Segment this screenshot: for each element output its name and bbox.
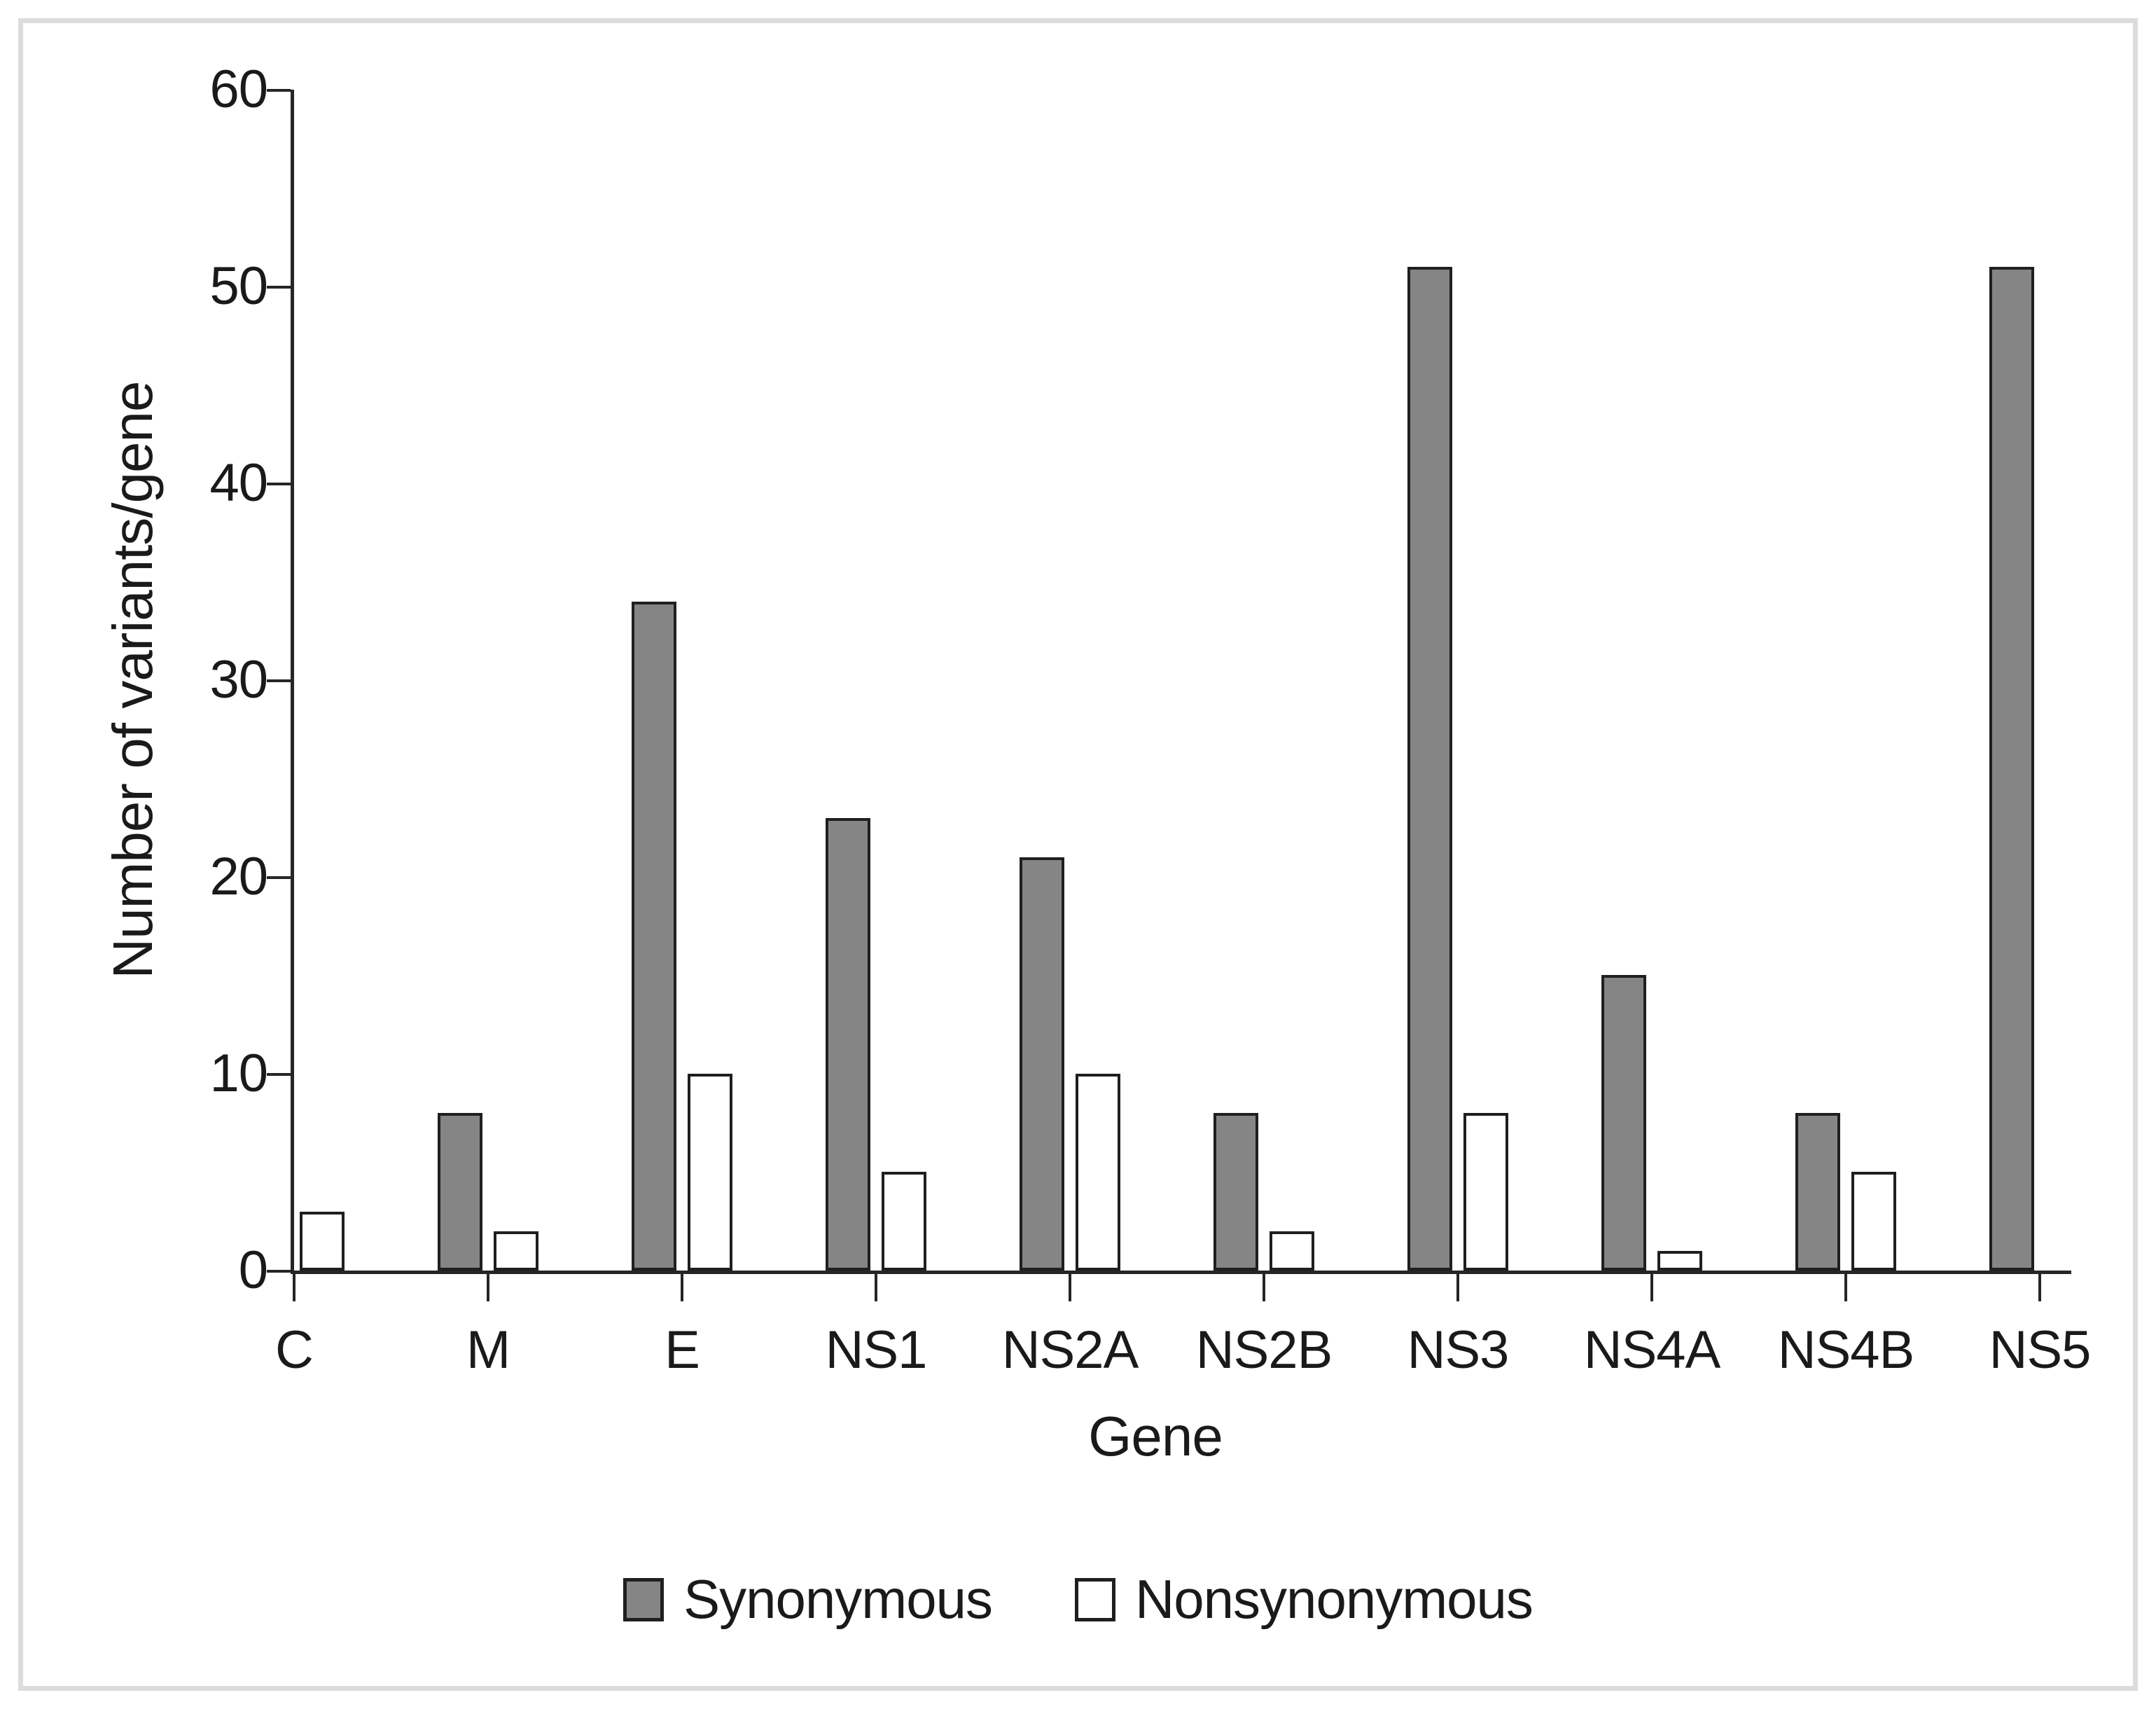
bar-nonsynonymous-NS2A — [1076, 1074, 1120, 1271]
legend-item-nonsynonymous: Nonsynonymous — [1074, 1568, 1533, 1631]
x-axis-title: Gene — [1088, 1405, 1223, 1467]
y-tick-label: 50 — [209, 256, 268, 316]
x-tick — [1844, 1271, 1847, 1301]
bar-nonsynonymous-NS3 — [1463, 1113, 1508, 1271]
y-tick-label: 60 — [209, 60, 268, 119]
x-category-label: M — [466, 1320, 510, 1380]
bar-synonymous-NS4A — [1601, 975, 1646, 1271]
x-category-label: NS5 — [1989, 1320, 2092, 1380]
x-tick — [487, 1271, 489, 1301]
x-axis-line — [291, 1271, 2071, 1274]
bar-synonymous-NS5 — [1989, 267, 2034, 1271]
x-category-label: NS3 — [1407, 1320, 1510, 1380]
y-tick — [267, 483, 291, 485]
x-category-label: NS4B — [1777, 1320, 1915, 1380]
legend-swatch-synonymous — [623, 1577, 665, 1621]
y-tick — [267, 1073, 291, 1076]
y-tick-label: 40 — [209, 453, 268, 513]
bar-synonymous-NS1 — [826, 818, 870, 1271]
bar-synonymous-M — [438, 1113, 482, 1271]
y-tick — [267, 876, 291, 879]
x-tick — [293, 1271, 295, 1301]
bar-synonymous-NS3 — [1407, 267, 1452, 1271]
y-tick — [267, 1270, 291, 1273]
x-tick — [2038, 1271, 2041, 1301]
x-tick — [875, 1271, 877, 1301]
bar-nonsynonymous-NS1 — [882, 1172, 926, 1271]
y-axis-line — [291, 90, 294, 1274]
legend-item-synonymous: Synonymous — [623, 1568, 993, 1631]
y-tick — [267, 679, 291, 682]
bar-nonsynonymous-E — [688, 1074, 732, 1271]
x-category-label: NS2A — [1001, 1320, 1139, 1380]
legend-label-synonymous: Synonymous — [683, 1568, 993, 1630]
bar-synonymous-NS4B — [1795, 1113, 1840, 1271]
x-tick — [1069, 1271, 1071, 1301]
x-category-label: E — [665, 1320, 700, 1380]
x-category-label: NS4A — [1583, 1320, 1721, 1380]
y-tick-label: 0 — [238, 1240, 268, 1300]
x-tick — [1456, 1271, 1459, 1301]
y-axis-title: Number of variants/gene — [102, 381, 164, 979]
x-tick — [1650, 1271, 1653, 1301]
bar-nonsynonymous-NS4A — [1657, 1251, 1702, 1271]
bar-synonymous-E — [632, 602, 676, 1271]
bar-nonsynonymous-NS4B — [1851, 1172, 1896, 1271]
bar-synonymous-NS2A — [1020, 857, 1064, 1271]
legend-swatch-nonsynonymous — [1074, 1577, 1115, 1621]
bar-nonsynonymous-M — [494, 1231, 538, 1271]
x-category-label: NS1 — [825, 1320, 928, 1380]
x-tick — [1263, 1271, 1265, 1301]
y-tick-label: 30 — [209, 650, 268, 710]
x-category-label: NS2B — [1195, 1320, 1333, 1380]
legend: Synonymous Nonsynonymous — [0, 1568, 2156, 1631]
legend-label-nonsynonymous: Nonsynonymous — [1134, 1568, 1533, 1630]
y-tick — [267, 89, 291, 92]
y-tick-label: 20 — [209, 847, 268, 906]
bar-nonsynonymous-NS2B — [1270, 1231, 1314, 1271]
chart-border-frame — [18, 18, 2138, 1691]
bar-nonsynonymous-C — [300, 1212, 345, 1271]
y-tick — [267, 286, 291, 289]
y-tick-label: 10 — [209, 1044, 268, 1103]
x-tick — [681, 1271, 683, 1301]
x-category-label: C — [275, 1320, 314, 1380]
bar-synonymous-NS2B — [1213, 1113, 1258, 1271]
